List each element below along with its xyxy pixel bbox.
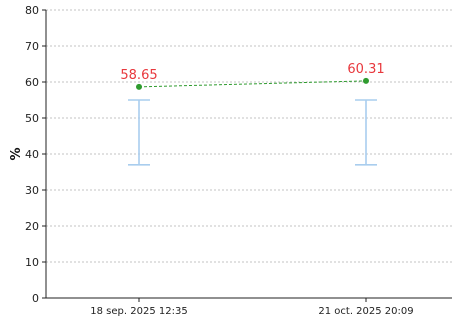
y-tick-label: 60 [25,76,39,89]
data-point [136,83,142,90]
x-tick-label: 21 oct. 2025 20:09 [318,306,413,317]
axes: 0 10 20 30 40 50 60 70 80 18 sep. 2025 12:35 21 oc… [25,4,452,317]
reference-ranges [128,99,377,166]
data-label: 60.31 [347,62,384,77]
y-tick-label: 50 [25,112,39,125]
series-line [138,80,367,88]
data-point [363,77,369,84]
y-tick-label: 30 [25,184,39,197]
data-label: 58.65 [120,68,157,83]
series [136,77,369,90]
y-axis-title: % [9,147,24,160]
x-tick-label: 18 sep. 2025 12:35 [90,306,187,317]
y-tick-label: 80 [25,4,39,17]
labels: 58.65 60.31 [120,62,384,83]
y-tick-label: 0 [32,292,39,305]
y-tick-label: 40 [25,148,39,161]
y-tick-label: 70 [25,40,39,53]
grid-lines [46,9,452,263]
y-tick-label: 10 [25,256,39,269]
y-tick-label: 20 [25,220,39,233]
